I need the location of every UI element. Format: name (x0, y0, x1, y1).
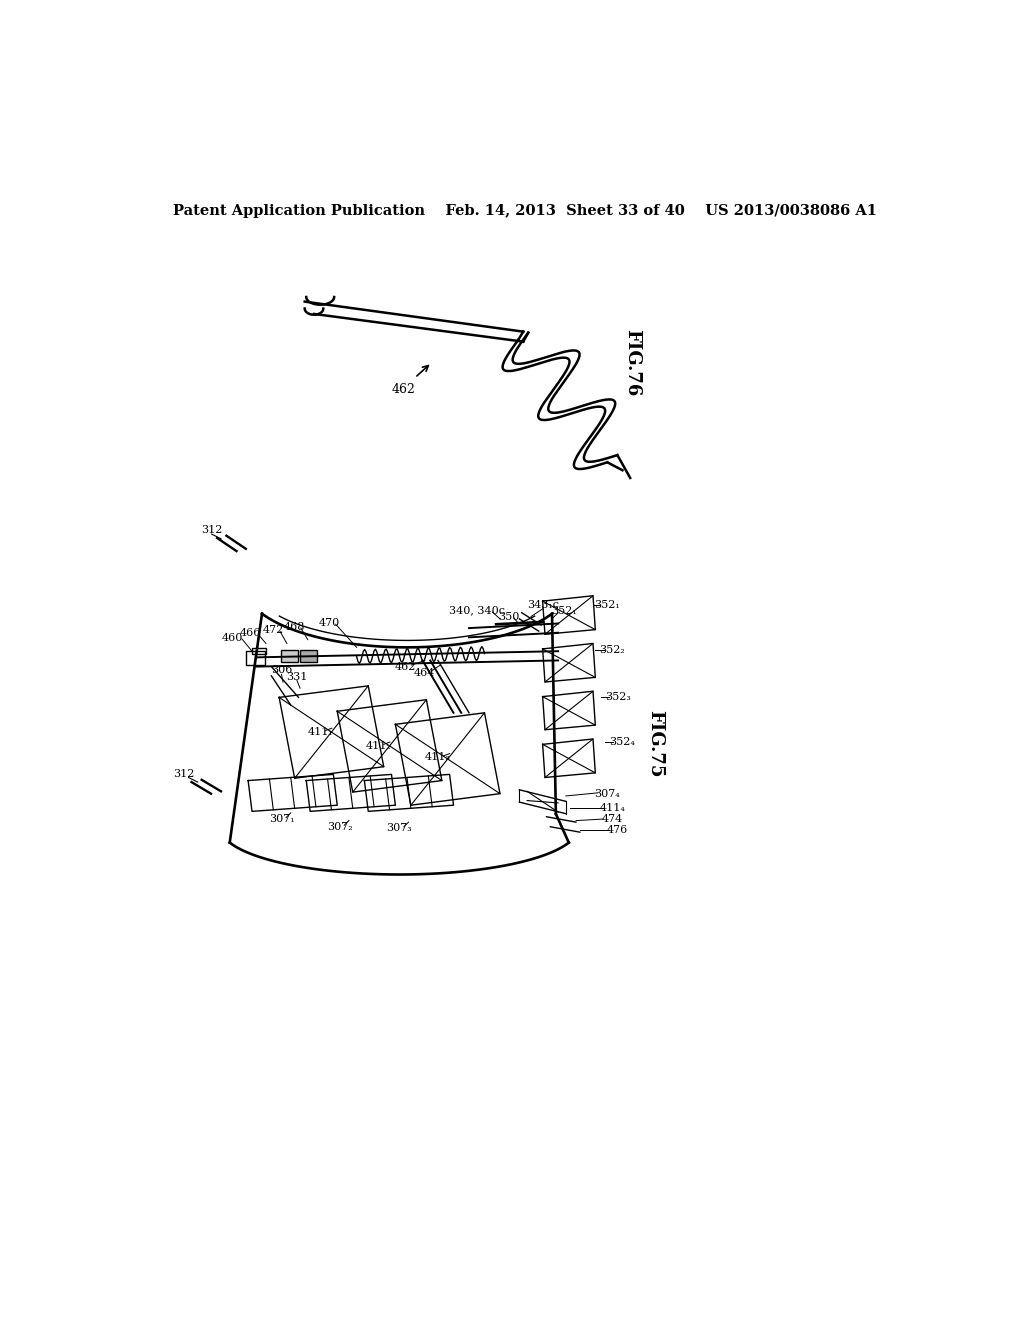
Text: 476: 476 (607, 825, 629, 834)
Bar (281, 649, 298, 663)
Text: 464: 464 (414, 668, 435, 677)
Text: FIG.75: FIG.75 (646, 710, 664, 777)
Text: 352₂: 352₂ (599, 644, 626, 655)
Text: 411₃: 411₃ (425, 752, 451, 763)
Text: FIG.76: FIG.76 (623, 329, 641, 396)
Text: 312: 312 (173, 770, 195, 779)
Text: 307₂: 307₂ (327, 822, 352, 832)
Text: 468: 468 (284, 622, 305, 632)
Text: 411₄: 411₄ (599, 803, 626, 813)
Text: 343₁c: 343₁c (526, 601, 559, 610)
Text: 352₁: 352₁ (594, 601, 620, 610)
Bar (246, 651, 265, 665)
Text: 350: 350 (499, 611, 520, 622)
Text: 352₃: 352₃ (605, 693, 631, 702)
Text: 340, 340c: 340, 340c (449, 606, 505, 615)
Text: 312: 312 (201, 525, 222, 536)
Text: 307₄: 307₄ (594, 788, 620, 799)
Text: 462: 462 (395, 661, 416, 672)
Bar (252, 648, 266, 655)
Text: 307₃: 307₃ (386, 824, 412, 833)
Text: 411₂: 411₂ (366, 741, 391, 751)
Bar (300, 649, 317, 663)
Text: 307₁: 307₁ (268, 814, 294, 824)
Text: 472: 472 (263, 626, 285, 635)
Text: 462: 462 (391, 383, 415, 396)
Text: 466: 466 (240, 628, 261, 639)
Text: 306: 306 (270, 665, 292, 676)
Text: 411₁: 411₁ (307, 727, 333, 737)
Text: 470: 470 (318, 618, 340, 628)
Text: Patent Application Publication    Feb. 14, 2013  Sheet 33 of 40    US 2013/00380: Patent Application Publication Feb. 14, … (173, 203, 877, 218)
Text: 352₁: 352₁ (551, 606, 577, 616)
Text: 460: 460 (222, 634, 244, 643)
Text: 352₄: 352₄ (609, 737, 635, 747)
Text: 331: 331 (287, 672, 307, 681)
Text: 474: 474 (602, 814, 623, 824)
